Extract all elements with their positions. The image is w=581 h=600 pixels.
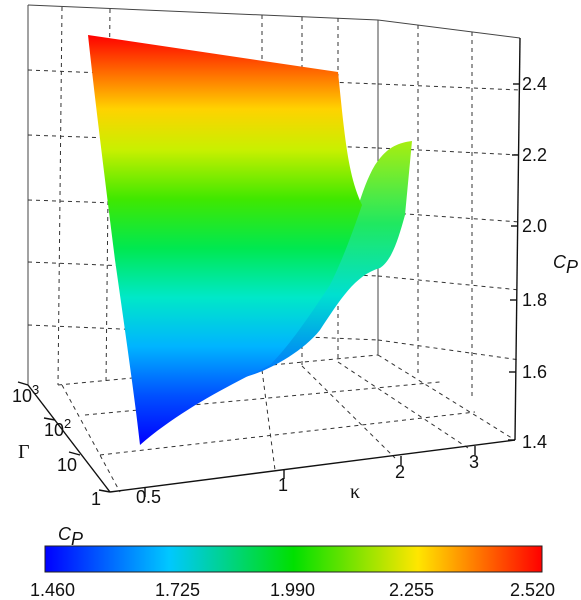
- z-tick-label: 2.0: [522, 216, 547, 236]
- front-axes: [17, 37, 521, 497]
- x-tick-label: 2: [395, 462, 405, 482]
- z-tick-label: 2.4: [522, 74, 547, 94]
- colorbar-label: CP: [58, 524, 83, 549]
- colorbar-gradient: [44, 545, 543, 573]
- x-tick-labels: 0.5 1 2 3: [136, 452, 479, 507]
- surface-side-lobe: [240, 141, 412, 378]
- colorbar-tick-label: 1.990: [270, 580, 315, 600]
- y-tick-label: 10: [57, 455, 77, 475]
- x-tick-label: 3: [469, 452, 479, 472]
- y-tick-labels: 103 102 10 1: [12, 382, 101, 509]
- x-axis-label: κ: [350, 481, 360, 503]
- z-tick-labels: 1.4 1.6 1.8 2.0 2.2 2.4: [522, 74, 547, 452]
- colorbar-tick-label: 1.725: [155, 580, 200, 600]
- x-tick-label: 0.5: [136, 487, 161, 507]
- z-axis-label: CP: [553, 252, 578, 277]
- colorbar: CP 1.460 1.725 1.990 2.255 2.520: [30, 524, 555, 600]
- y-tick-label: 1: [91, 489, 101, 509]
- y-tick-label: 103: [12, 382, 39, 406]
- surface-main-sheet: [88, 35, 362, 445]
- z-tick-label: 2.2: [522, 145, 547, 165]
- z-tick-label: 1.8: [522, 290, 547, 310]
- colorbar-tick-label: 2.255: [389, 580, 434, 600]
- colorbar-tick-label: 1.460: [30, 580, 75, 600]
- cp-surface: [88, 35, 412, 445]
- z-tick-label: 1.4: [522, 432, 547, 452]
- colorbar-tick-label: 2.520: [510, 580, 555, 600]
- y-axis-label: Γ: [18, 441, 30, 463]
- y-tick-label: 102: [44, 416, 71, 440]
- x-tick-label: 1: [278, 475, 288, 495]
- z-tick-label: 1.6: [522, 362, 547, 382]
